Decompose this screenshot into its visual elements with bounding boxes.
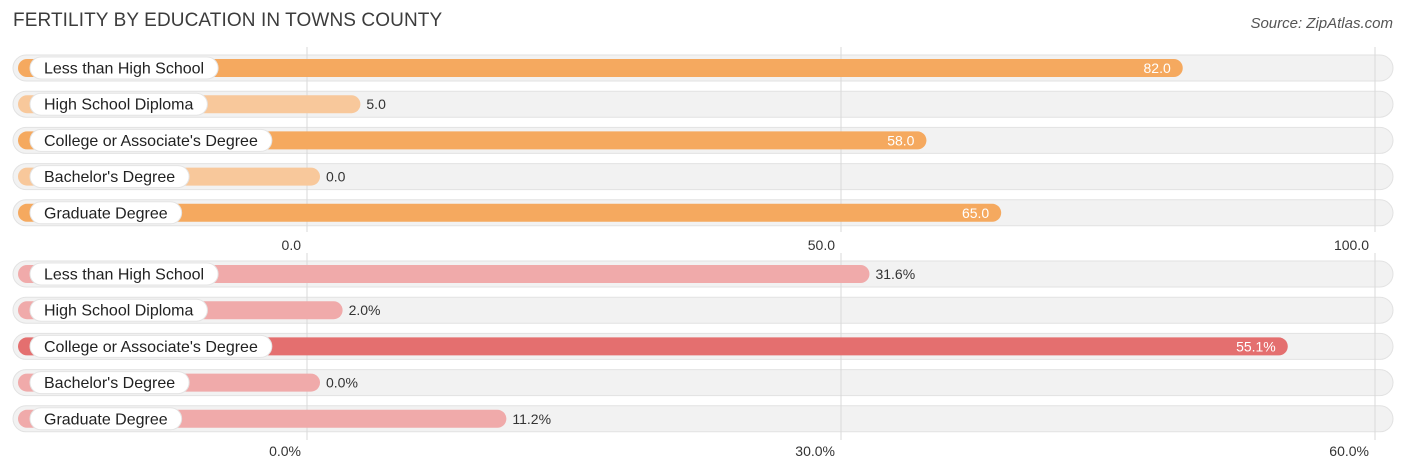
row-track xyxy=(12,369,1394,397)
value-label: 82.0 xyxy=(1144,60,1171,76)
bar xyxy=(18,59,1183,77)
category-label-bg xyxy=(29,334,273,358)
category-label-bg xyxy=(29,165,190,189)
tick-label: 30.0% xyxy=(795,443,835,459)
category-label-bg xyxy=(29,407,183,431)
value-label: 65.0 xyxy=(962,205,989,221)
row-track xyxy=(12,90,1394,118)
tick-label: 100.0 xyxy=(1334,237,1369,253)
value-label: 0.0 xyxy=(326,169,346,185)
category-label: College or Associate's Degree xyxy=(44,339,258,356)
category-label: Graduate Degree xyxy=(44,205,168,222)
bar xyxy=(18,265,870,283)
value-label: 58.0 xyxy=(887,132,914,148)
category-label: Graduate Degree xyxy=(44,411,168,428)
category-label-bg xyxy=(29,298,208,322)
category-label-bg xyxy=(29,92,208,116)
chart-title: FERTILITY BY EDUCATION IN TOWNS COUNTY xyxy=(13,10,443,31)
row-track xyxy=(12,163,1394,191)
tick-label: 50.0 xyxy=(808,237,835,253)
category-label-bg xyxy=(29,201,183,225)
category-label-bg xyxy=(29,371,190,395)
tick-label: 60.0% xyxy=(1329,443,1369,459)
category-label: Less than High School xyxy=(44,61,204,78)
category-label: High School Diploma xyxy=(44,97,194,114)
category-label-bg xyxy=(29,56,219,80)
source-credit: Source: ZipAtlas.com xyxy=(1250,15,1393,32)
value-label: 5.0 xyxy=(366,96,386,112)
value-label: 0.0% xyxy=(326,375,358,391)
category-label: Bachelor's Degree xyxy=(44,375,175,392)
category-label-bg xyxy=(29,128,273,152)
tick-label: 0.0 xyxy=(282,237,302,253)
value-label: 31.6% xyxy=(875,266,915,282)
category-label: Bachelor's Degree xyxy=(44,169,175,186)
category-label-bg xyxy=(29,262,219,286)
value-label: 2.0% xyxy=(349,302,381,318)
value-label: 11.2% xyxy=(512,411,551,427)
bar xyxy=(18,203,1002,222)
row-track xyxy=(12,296,1394,324)
tick-label: 0.0% xyxy=(269,443,301,459)
category-label: College or Associate's Degree xyxy=(44,133,258,150)
category-label: High School Diploma xyxy=(44,303,194,320)
bar xyxy=(18,337,1288,356)
value-label: 55.1% xyxy=(1236,338,1276,354)
category-label: Less than High School xyxy=(44,267,204,284)
